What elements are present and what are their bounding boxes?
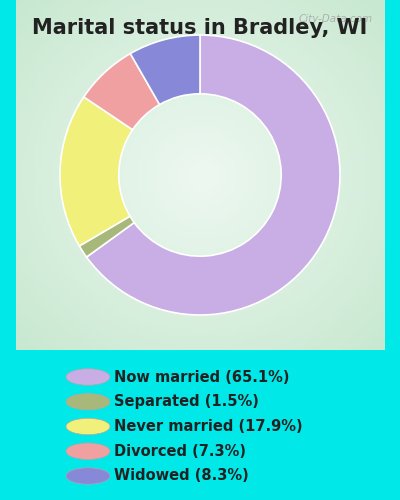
Circle shape <box>66 468 110 484</box>
Text: City-Data.com: City-Data.com <box>299 14 373 24</box>
Text: Never married (17.9%): Never married (17.9%) <box>114 419 303 434</box>
Circle shape <box>66 394 110 410</box>
Wedge shape <box>130 35 200 104</box>
Wedge shape <box>84 54 160 130</box>
Text: Separated (1.5%): Separated (1.5%) <box>114 394 259 409</box>
Text: Now married (65.1%): Now married (65.1%) <box>114 370 290 384</box>
Text: Divorced (7.3%): Divorced (7.3%) <box>114 444 246 459</box>
Circle shape <box>66 418 110 435</box>
Circle shape <box>66 443 110 460</box>
Wedge shape <box>86 35 340 315</box>
Circle shape <box>66 369 110 385</box>
Wedge shape <box>60 97 132 246</box>
Text: Marital status in Bradley, WI: Marital status in Bradley, WI <box>32 18 368 38</box>
Text: Widowed (8.3%): Widowed (8.3%) <box>114 468 249 483</box>
Wedge shape <box>79 216 134 257</box>
